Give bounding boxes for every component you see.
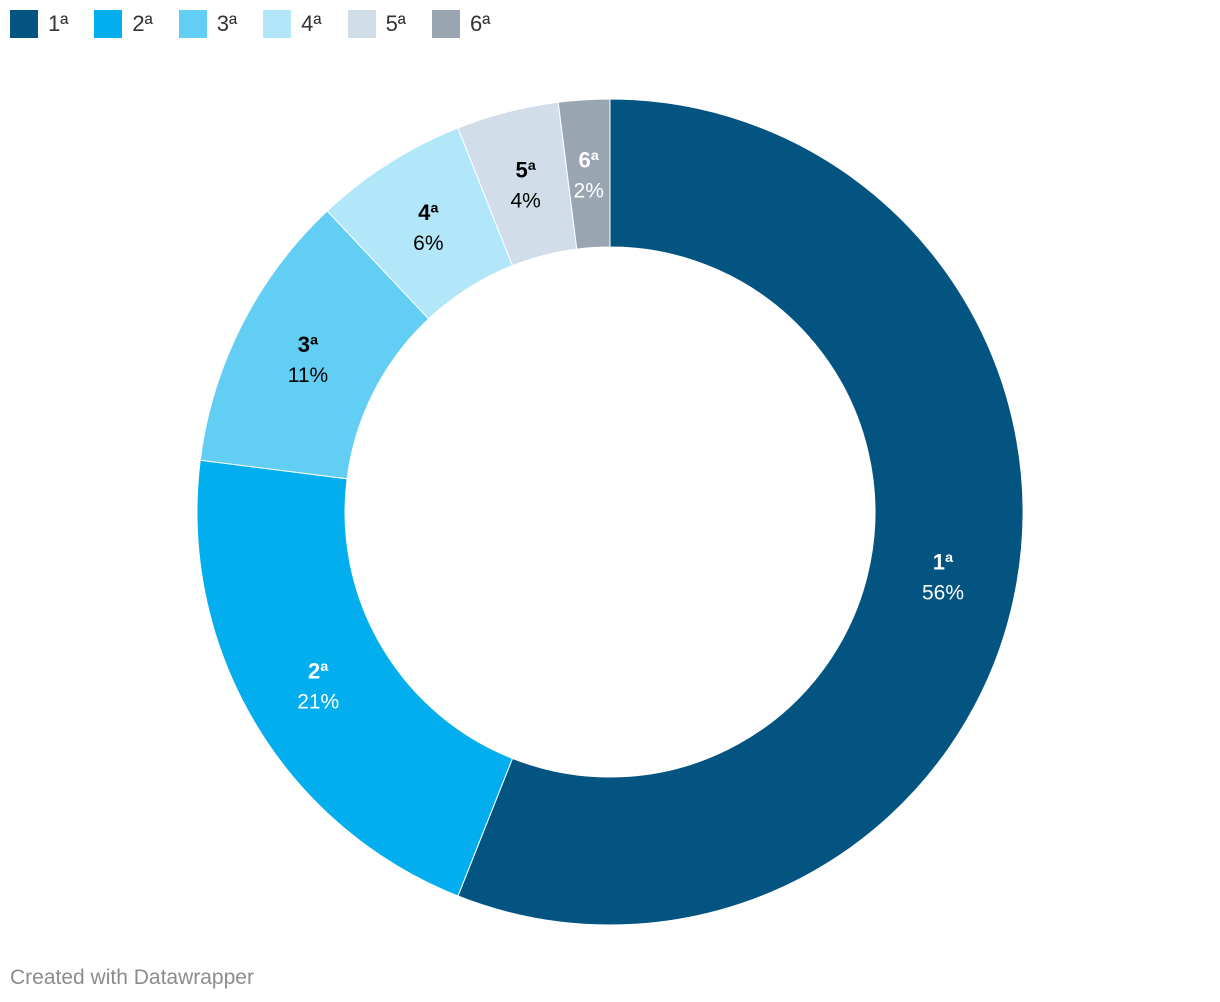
legend-item-3: 3ª [178, 10, 238, 38]
slice-value-3: 11% [288, 364, 328, 387]
legend-item-1: 1ª [10, 10, 68, 38]
legend-swatch-2 [94, 10, 123, 38]
chart-legend: 1ª 2ª 3ª 4ª 5ª 6ª [10, 9, 516, 39]
legend-swatch-4 [263, 10, 292, 38]
slice-value-6: 2% [574, 180, 604, 203]
legend-label-4: 4ª [301, 11, 322, 36]
legend-item-6: 6ª [431, 10, 491, 38]
slice-value-5: 4% [511, 190, 541, 213]
slice-value-4: 6% [413, 232, 443, 255]
slice-label-2: 2ª [308, 659, 329, 684]
donut-slices [196, 98, 1024, 926]
donut-labels: 1ª 56% 2ª 21% 3ª 11% 4ª 6% 5ª 4% 6ª 2% [288, 148, 964, 714]
legend-swatch-6 [431, 10, 460, 38]
slice-value-2: 21% [297, 691, 339, 714]
legend-label-2: 2ª [132, 11, 153, 36]
slice-label-5: 5ª [515, 158, 536, 183]
legend-swatch-5 [347, 10, 376, 38]
legend-label-6: 6ª [469, 11, 491, 36]
slice-value-1: 56% [922, 582, 964, 605]
legend-label-1: 1ª [48, 11, 69, 36]
slice-label-6: 6ª [579, 148, 600, 173]
legend-item-4: 4ª [263, 10, 322, 38]
slice-label-3: 3ª [298, 332, 319, 357]
legend-label-5: 5ª [385, 11, 406, 36]
donut-slice-1 [457, 98, 1024, 926]
credit-text: Created with Datawrapper [10, 966, 254, 989]
slice-label-4: 4ª [418, 200, 439, 225]
legend-swatch-3 [178, 10, 207, 38]
slice-label-1: 1ª [933, 550, 954, 575]
donut-slice-6 [557, 98, 611, 250]
legend-label-3: 3ª [216, 11, 238, 36]
legend-item-5: 5ª [347, 10, 406, 38]
legend-swatch-1 [10, 10, 38, 38]
legend-item-2: 2ª [94, 10, 153, 38]
donut-slice-2 [196, 459, 514, 897]
